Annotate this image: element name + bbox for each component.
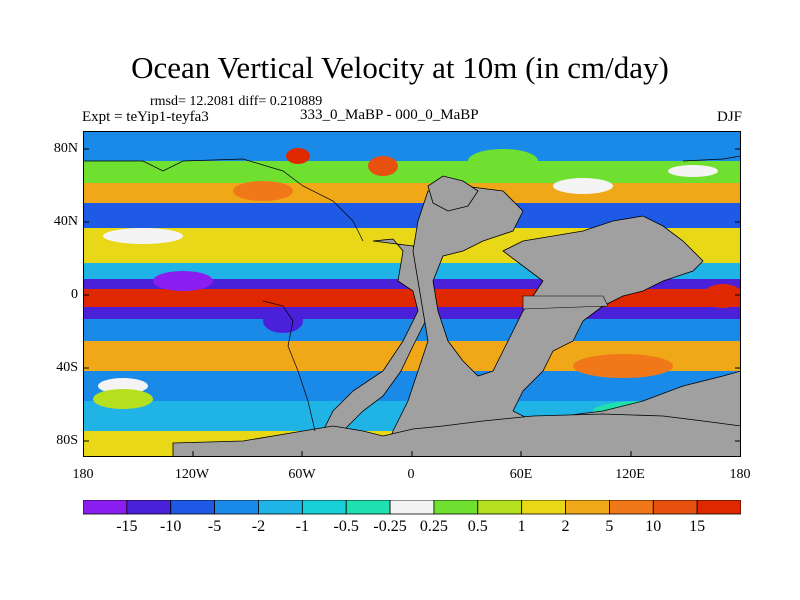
green-patch — [93, 389, 153, 409]
colorbar-swatch — [696, 500, 741, 515]
red-patch — [368, 156, 398, 176]
africa-eurasia-land — [382, 185, 741, 457]
equatorial-upwelling — [83, 289, 741, 307]
colorbar-swatch — [301, 500, 347, 515]
colorbar-swatch — [170, 500, 216, 515]
colorbar-swatch — [433, 500, 479, 515]
colorbar-swatch — [652, 500, 698, 515]
orange-patch — [573, 354, 673, 378]
white-patch — [668, 165, 718, 177]
season-label: DJF — [716, 109, 742, 125]
lat-tick-80n: 80N — [53, 141, 78, 156]
lat-tick-40n: 40N — [53, 214, 78, 229]
lon-tick-180w: 180 — [72, 467, 94, 482]
colorbar-swatch — [521, 500, 566, 515]
blue-patch — [263, 309, 303, 333]
colorbar-label: 15 — [689, 518, 706, 535]
colorbar-label: 2 — [561, 518, 570, 535]
arctic-band — [83, 131, 741, 161]
lat-tick-80s: 80S — [56, 433, 78, 448]
colorbar-label: 0.5 — [467, 518, 488, 535]
lon-tick-180e: 180 — [729, 467, 751, 482]
colorbar-swatch — [83, 500, 128, 515]
coastline — [262, 300, 316, 432]
green-patch — [468, 149, 538, 173]
colorbar-swatch — [389, 500, 435, 515]
red-patch — [286, 148, 310, 164]
colorbar-label: -10 — [160, 518, 182, 535]
blue-patch — [153, 271, 213, 291]
lon-tick-0: 0 — [407, 467, 415, 482]
lon-tick-60w: 60W — [288, 467, 316, 482]
ocean-velocity-map — [83, 131, 741, 457]
colorbar-label: 0.25 — [419, 518, 448, 535]
colorbar-label: -0.5 — [333, 518, 359, 535]
colorbar-swatch — [214, 500, 259, 515]
lon-tick-120w: 120W — [174, 467, 210, 482]
colorbar-label: 10 — [645, 518, 662, 535]
colorbar-label: -2 — [251, 518, 266, 535]
colorbar-swatch — [565, 500, 610, 515]
lon-ticks — [192, 451, 632, 457]
difference-label: 333_0_MaBP - 000_0_MaBP — [300, 107, 479, 123]
lat-tick-0: 0 — [71, 287, 78, 302]
experiment-label: Expt = teYip1-teyfa3 — [82, 109, 209, 125]
white-patch — [553, 178, 613, 194]
colorbar-swatch — [126, 500, 172, 515]
south-equator-blue — [83, 307, 741, 319]
southern-land — [172, 413, 741, 457]
colorbar-label: 5 — [605, 518, 614, 535]
colorbar-label: -15 — [116, 518, 138, 535]
white-patch — [103, 228, 183, 244]
colorbar-swatch — [258, 500, 303, 515]
north-midlat-band — [83, 183, 741, 203]
coastline — [83, 155, 741, 242]
lon-tick-60e: 60E — [509, 467, 533, 482]
colorbar-swatch — [609, 500, 654, 515]
north-block-land — [427, 175, 479, 212]
lat-ticks — [83, 148, 741, 442]
colorbar-swatch — [477, 500, 523, 515]
red-patch — [703, 284, 741, 308]
lon-tick-120e: 120E — [615, 467, 645, 482]
colorbar-swatch — [345, 500, 391, 515]
plot-title: Ocean Vertical Velocity at 10m (in cm/da… — [131, 50, 669, 85]
lat-tick-40s: 40S — [56, 360, 78, 375]
colorbar-label: 1 — [517, 518, 526, 535]
north-subpolar-band — [83, 161, 741, 183]
orange-patch — [233, 181, 293, 201]
colorbar — [83, 500, 741, 515]
stats-text: rmsd= 12.2081 diff= 0.210889 — [150, 94, 323, 109]
colorbar-label: -5 — [207, 518, 222, 535]
colorbar-label: -0.25 — [373, 518, 407, 535]
island-land — [522, 295, 609, 310]
colorbar-label: -1 — [295, 518, 309, 535]
